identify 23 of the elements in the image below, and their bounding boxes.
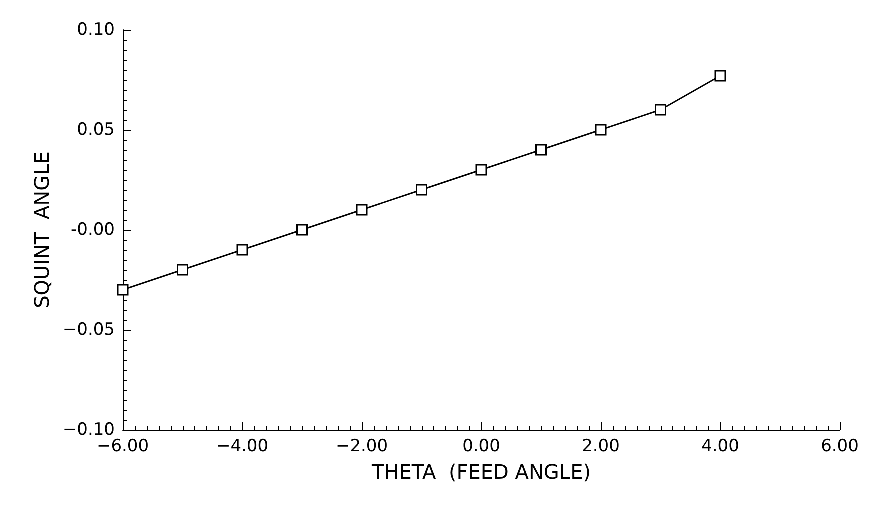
point [714,70,726,82]
x-tick-label: 0.00 [462,436,500,456]
point [356,204,368,216]
x-tick-label: −4.00 [216,436,269,456]
point [655,104,666,116]
x-tick-label: 4.00 [702,436,740,456]
x-tick-label: 6.00 [821,436,859,456]
y-tick-label: -0.00 [71,220,115,240]
y-tick-label: −0.05 [62,320,115,340]
point [416,184,428,196]
x-tick-label: −2.00 [336,436,388,456]
y-tick-label: 0.10 [77,20,115,40]
point [536,144,547,156]
point [476,164,488,176]
x-tick-label: 2.00 [582,436,620,456]
point [296,224,308,236]
point [117,284,129,296]
x-axis-title: THETA (FEED ANGLE) [370,460,592,484]
point [177,264,188,276]
point [236,244,248,256]
point [595,124,607,136]
y-axis-title: SQUINT ANGLE [30,152,54,308]
y-tick-label: 0.05 [77,120,115,140]
